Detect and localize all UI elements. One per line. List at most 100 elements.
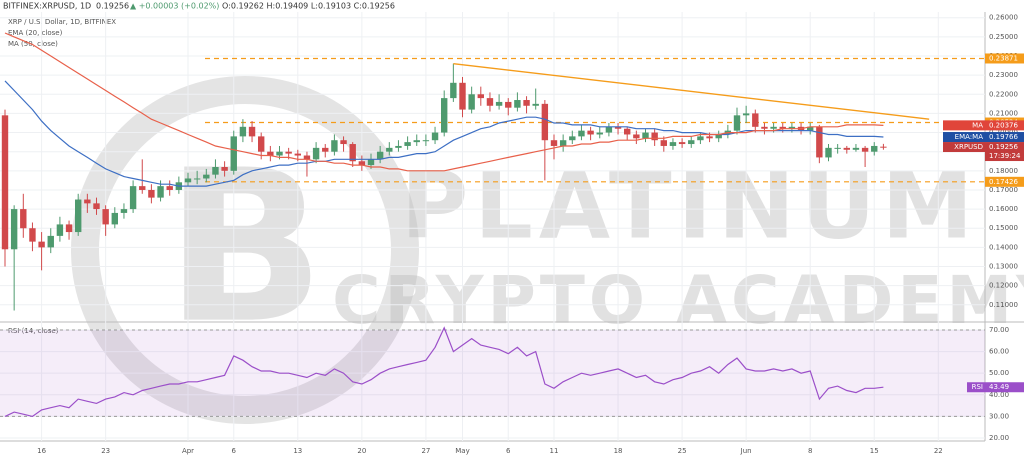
badge-value: 0.20376 — [989, 121, 1018, 129]
ohlc-readout: O:0.19262 H:0.19409 L:0.19103 C:0.19256 — [222, 2, 395, 11]
candle-body — [742, 113, 750, 116]
candle-body — [459, 82, 466, 110]
candle-body — [166, 186, 173, 190]
candle-body — [779, 126, 786, 129]
x-tick-label: 16 — [37, 447, 46, 455]
watermark-ring — [71, 76, 419, 424]
candle-body — [706, 136, 713, 139]
badge-label: XRPUSD — [954, 143, 983, 151]
candle-body — [395, 145, 402, 148]
candle-body — [38, 241, 45, 248]
candle-body — [559, 140, 567, 146]
candle-body — [276, 151, 283, 156]
candle-body — [505, 101, 512, 108]
candle-body — [669, 142, 677, 146]
y-tick-label: 60.00 — [989, 348, 1009, 356]
y-tick-label: 0.21000 — [989, 109, 1018, 117]
level-label-box — [985, 176, 1024, 187]
y-tick-label: 0.17000 — [989, 186, 1018, 194]
candle-body — [340, 140, 347, 145]
candle-body — [239, 126, 247, 137]
candle-body — [29, 228, 36, 242]
candle-body — [129, 186, 137, 210]
candle-body — [184, 178, 192, 183]
badge-label: EMA:MA — [955, 133, 984, 141]
candle-body — [642, 132, 649, 139]
candle-body — [258, 136, 265, 152]
candle-body — [422, 140, 430, 142]
candle-body — [1, 115, 9, 250]
candle-body — [312, 147, 320, 160]
x-tick-label: Apr — [182, 447, 194, 455]
candle-body — [322, 147, 329, 152]
candle-body — [386, 147, 393, 152]
rsi-title: RSI (14, close) — [8, 327, 59, 335]
y-tick-label: 30.00 — [989, 412, 1009, 420]
x-tick-label: 25 — [678, 447, 687, 455]
rsi-band — [0, 329, 985, 417]
last-price: 0.19256 — [96, 2, 129, 11]
y-tick-label: 50.00 — [989, 369, 1009, 377]
candle-body — [93, 203, 100, 210]
candle-body — [203, 174, 210, 179]
candle-body — [495, 101, 503, 106]
level-label-box — [985, 53, 1024, 64]
candle-body — [450, 82, 457, 99]
x-tick-label: 6 — [506, 447, 511, 455]
candle-body — [834, 147, 841, 149]
badge-value-box — [985, 132, 1024, 143]
candle-body — [614, 126, 622, 129]
candle-body — [605, 126, 613, 133]
candle-body — [102, 209, 109, 225]
badge-label: MA — [972, 121, 983, 129]
candle-body — [678, 142, 686, 145]
candle-body — [486, 98, 494, 106]
y-tick-label: 0.22000 — [989, 90, 1018, 98]
badge-tag — [943, 142, 985, 153]
candle-body — [816, 126, 823, 158]
y-tick-label: 0.26000 — [989, 14, 1018, 22]
trendline — [453, 62, 930, 120]
candle-body — [733, 115, 741, 131]
legend-entry: XRP / U.S. Dollar, 1D, BITFINEX — [8, 18, 116, 26]
legend-entry: MA (50, close) — [8, 40, 58, 48]
candle-body — [550, 140, 558, 146]
badge-value-box — [985, 382, 1024, 393]
candle-body — [294, 153, 301, 156]
candle-body — [193, 178, 201, 180]
y-tick-label: 20.00 — [989, 434, 1009, 442]
candle-body — [285, 151, 292, 154]
candle-body — [367, 159, 375, 166]
y-tick-label: 40.00 — [989, 391, 1009, 399]
price-change: ▲ +0.00003 (+0.02%) — [130, 2, 219, 11]
candle-body — [633, 134, 640, 139]
candle-body — [20, 209, 27, 229]
candle-body — [807, 126, 814, 131]
candle-body — [267, 151, 274, 156]
candle-body — [852, 147, 860, 150]
y-tick-label: 0.11000 — [989, 301, 1018, 309]
candle-body — [413, 140, 420, 143]
x-tick-label: Jun — [740, 447, 752, 455]
legend-entry: EMA (20, close) — [8, 29, 63, 37]
x-tick-label: 23 — [101, 447, 110, 455]
y-tick-label: 0.14000 — [989, 243, 1018, 251]
candle-body — [148, 189, 155, 198]
badge-tag — [943, 120, 985, 131]
candle-body — [477, 94, 484, 99]
candle-body — [349, 144, 356, 162]
candle-body — [651, 132, 658, 141]
watermark: B PLATINUM CRYPTO ACADEMY — [71, 76, 1024, 424]
candle-body — [523, 100, 530, 106]
rsi-line — [4, 326, 884, 418]
badge-label: RSI — [972, 383, 983, 391]
candle-body — [84, 199, 91, 204]
candle-body — [761, 126, 768, 129]
level-label: 0.23871 — [989, 54, 1018, 62]
y-tick-label: 0.23000 — [989, 71, 1018, 79]
candle-body — [75, 199, 82, 233]
badge-value-box — [985, 120, 1024, 131]
candle-body — [468, 94, 475, 110]
badge-value: 43.49 — [989, 383, 1009, 391]
